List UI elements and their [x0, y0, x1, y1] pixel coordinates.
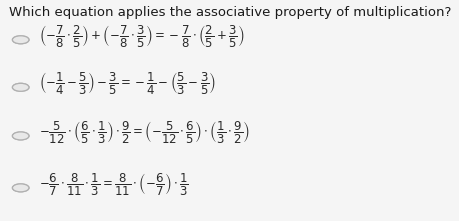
Text: $\left(-\dfrac{1}{4} - \dfrac{5}{3}\right) - \dfrac{3}{5} = -\dfrac{1}{4} - \lef: $\left(-\dfrac{1}{4} - \dfrac{5}{3}\righ… [39, 70, 216, 96]
Text: $\left(-\dfrac{7}{8} \cdot \dfrac{2}{5}\right) + \left(-\dfrac{7}{8} \cdot \dfra: $\left(-\dfrac{7}{8} \cdot \dfrac{2}{5}\… [39, 23, 244, 49]
Text: $-\dfrac{5}{12} \cdot \left(\dfrac{6}{5} \cdot \dfrac{1}{3}\right) \cdot \dfrac{: $-\dfrac{5}{12} \cdot \left(\dfrac{6}{5}… [39, 119, 250, 145]
Circle shape [13, 84, 28, 91]
Circle shape [13, 36, 28, 43]
Circle shape [13, 132, 28, 139]
Circle shape [13, 184, 28, 191]
Text: Which equation applies the associative property of multiplication?: Which equation applies the associative p… [9, 6, 451, 19]
Text: $-\dfrac{6}{7} \cdot \dfrac{8}{11} \cdot \dfrac{1}{3} = \dfrac{8}{11} \cdot \lef: $-\dfrac{6}{7} \cdot \dfrac{8}{11} \cdot… [39, 171, 189, 197]
